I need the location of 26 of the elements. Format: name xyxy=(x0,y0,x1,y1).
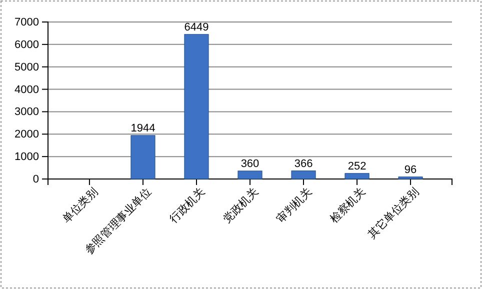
y-tick-label: 4000 xyxy=(14,84,39,96)
x-tick-label: 行政机关 xyxy=(167,185,208,226)
bar xyxy=(398,176,423,180)
data-label: 252 xyxy=(348,160,366,172)
x-tick-label: 审判机关 xyxy=(274,185,314,226)
data-label: 1944 xyxy=(130,122,156,134)
y-tick-label: 3000 xyxy=(14,106,39,118)
y-tick-label: 1000 xyxy=(14,151,39,164)
y-tick-label: 2000 xyxy=(14,128,39,141)
x-tick-label: 单位类别 xyxy=(60,185,100,226)
bar xyxy=(291,170,316,180)
x-tick-label: 其它单位类别 xyxy=(365,185,422,242)
x-tick-label: 党政机关 xyxy=(220,185,261,226)
x-tick-label: 检察机关 xyxy=(328,185,368,226)
y-tick-label: 0 xyxy=(32,174,39,186)
bar xyxy=(130,135,156,180)
y-tick-label: 7000 xyxy=(14,16,39,29)
y-tick-label: 6000 xyxy=(14,38,39,51)
data-label: 360 xyxy=(240,158,260,170)
data-label: 6449 xyxy=(184,21,209,34)
bar xyxy=(184,34,209,180)
bar xyxy=(238,170,262,180)
data-label: 366 xyxy=(294,158,313,170)
bar xyxy=(344,173,370,180)
data-label: 96 xyxy=(404,164,417,176)
y-tick-label: 5000 xyxy=(14,61,39,74)
